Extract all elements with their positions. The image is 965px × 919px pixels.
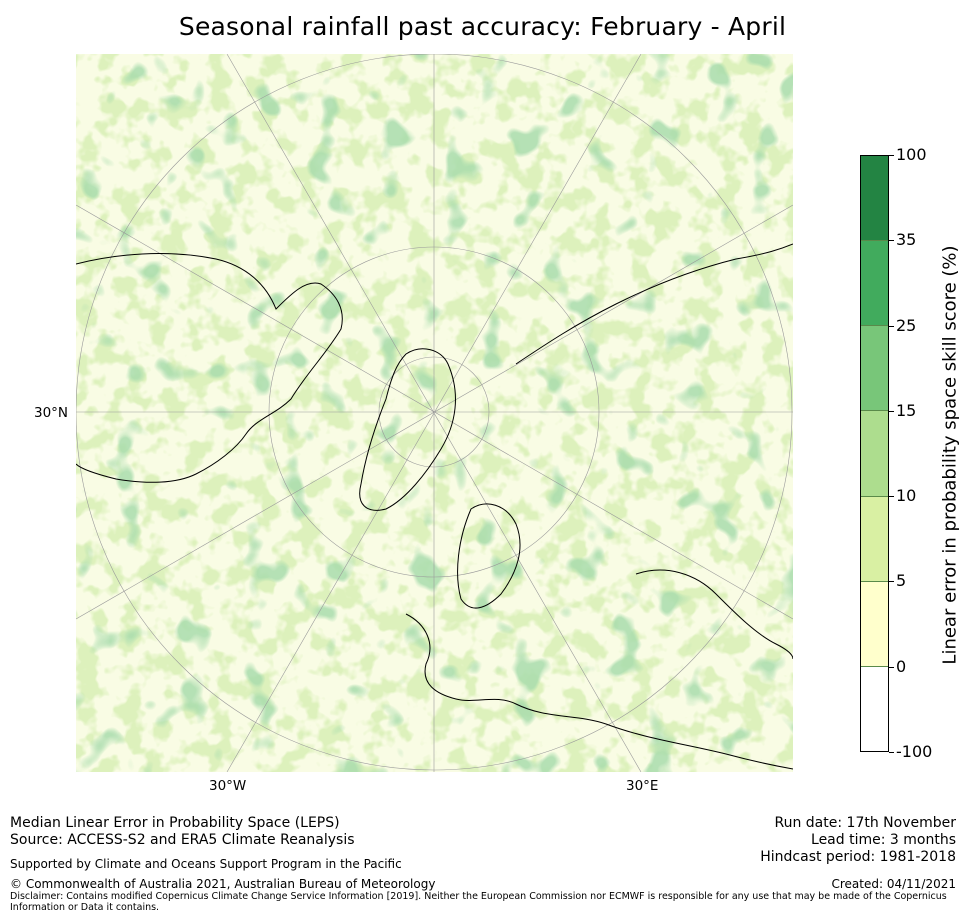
- colorbar-tick-label: 35: [896, 230, 917, 249]
- footer-copyright: © Commonwealth of Australia 2021, Austra…: [10, 877, 436, 891]
- colorbar-tick-mark: [889, 155, 894, 156]
- colorbar-bin-1: [861, 241, 888, 327]
- colorbar-tick-label: 5: [896, 571, 907, 590]
- colorbar-tick-label: 10: [896, 486, 917, 505]
- lon-label-30w: 30°W: [209, 778, 247, 794]
- chart-title: Seasonal rainfall past accuracy: Februar…: [178, 12, 787, 41]
- footer-leps: Median Linear Error in Probability Space…: [10, 815, 340, 831]
- colorbar-bin-0: [861, 156, 888, 242]
- coast-europe: [405, 613, 793, 770]
- graticule: [76, 54, 793, 772]
- colorbar-bin-4: [861, 496, 888, 582]
- footer-supported: Supported by Climate and Oceans Support …: [10, 857, 402, 871]
- skill-field-high: [76, 54, 793, 772]
- footer-disclaimer: Disclaimer: Contains modified Copernicus…: [10, 891, 947, 913]
- colorbar-axis-label: Linear error in probability space skill …: [939, 245, 961, 665]
- colorbar-tick-label: 25: [896, 316, 917, 335]
- colorbar-tick-label: 100: [896, 145, 927, 164]
- polar-skill-map: [76, 54, 793, 772]
- coast-north-america: [76, 253, 343, 483]
- colorbar-tick-label: -100: [896, 742, 933, 761]
- colorbar-tick-label: 15: [896, 401, 917, 420]
- colorbar-tick-mark: [889, 326, 894, 327]
- colorbar-tick-mark: [889, 581, 894, 582]
- colorbar-bin-2: [861, 326, 888, 412]
- coastlines: [76, 243, 793, 770]
- colorbar-tick-mark: [889, 496, 894, 497]
- coast-eurasia-north: [515, 243, 793, 365]
- coast-greenland: [359, 348, 456, 511]
- colorbar-bin-3: [861, 411, 888, 497]
- colorbar-tick-label: 0: [896, 657, 907, 676]
- colorbar-bin-6: [861, 666, 888, 751]
- footer-run-date: Run date: 17th November: [774, 815, 957, 831]
- lon-label-30e: 30°E: [626, 778, 659, 794]
- footer-created: Created: 04/11/2021: [831, 877, 956, 891]
- coast-scandinavia: [457, 503, 521, 609]
- colorbar-tick-mark: [889, 411, 894, 412]
- colorbar: [860, 155, 889, 752]
- lat-label-30n: 30°N: [34, 405, 69, 421]
- colorbar-bin-5: [861, 581, 888, 667]
- colorbar-tick-mark: [889, 752, 894, 753]
- footer-hindcast: Hindcast period: 1981-2018: [760, 849, 956, 865]
- colorbar-tick-mark: [889, 667, 894, 668]
- colorbar-tick-mark: [889, 240, 894, 241]
- footer-source: Source: ACCESS-S2 and ERA5 Climate Reana…: [10, 832, 355, 848]
- footer-lead-time: Lead time: 3 months: [811, 832, 956, 848]
- coast-asia-east: [635, 569, 793, 660]
